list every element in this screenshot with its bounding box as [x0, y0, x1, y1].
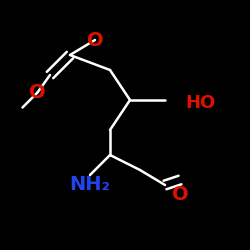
- Text: NH₂: NH₂: [70, 176, 110, 195]
- Text: HO: HO: [185, 94, 215, 112]
- Text: O: O: [29, 83, 46, 102]
- Text: O: O: [172, 186, 188, 204]
- Text: O: O: [87, 30, 103, 50]
